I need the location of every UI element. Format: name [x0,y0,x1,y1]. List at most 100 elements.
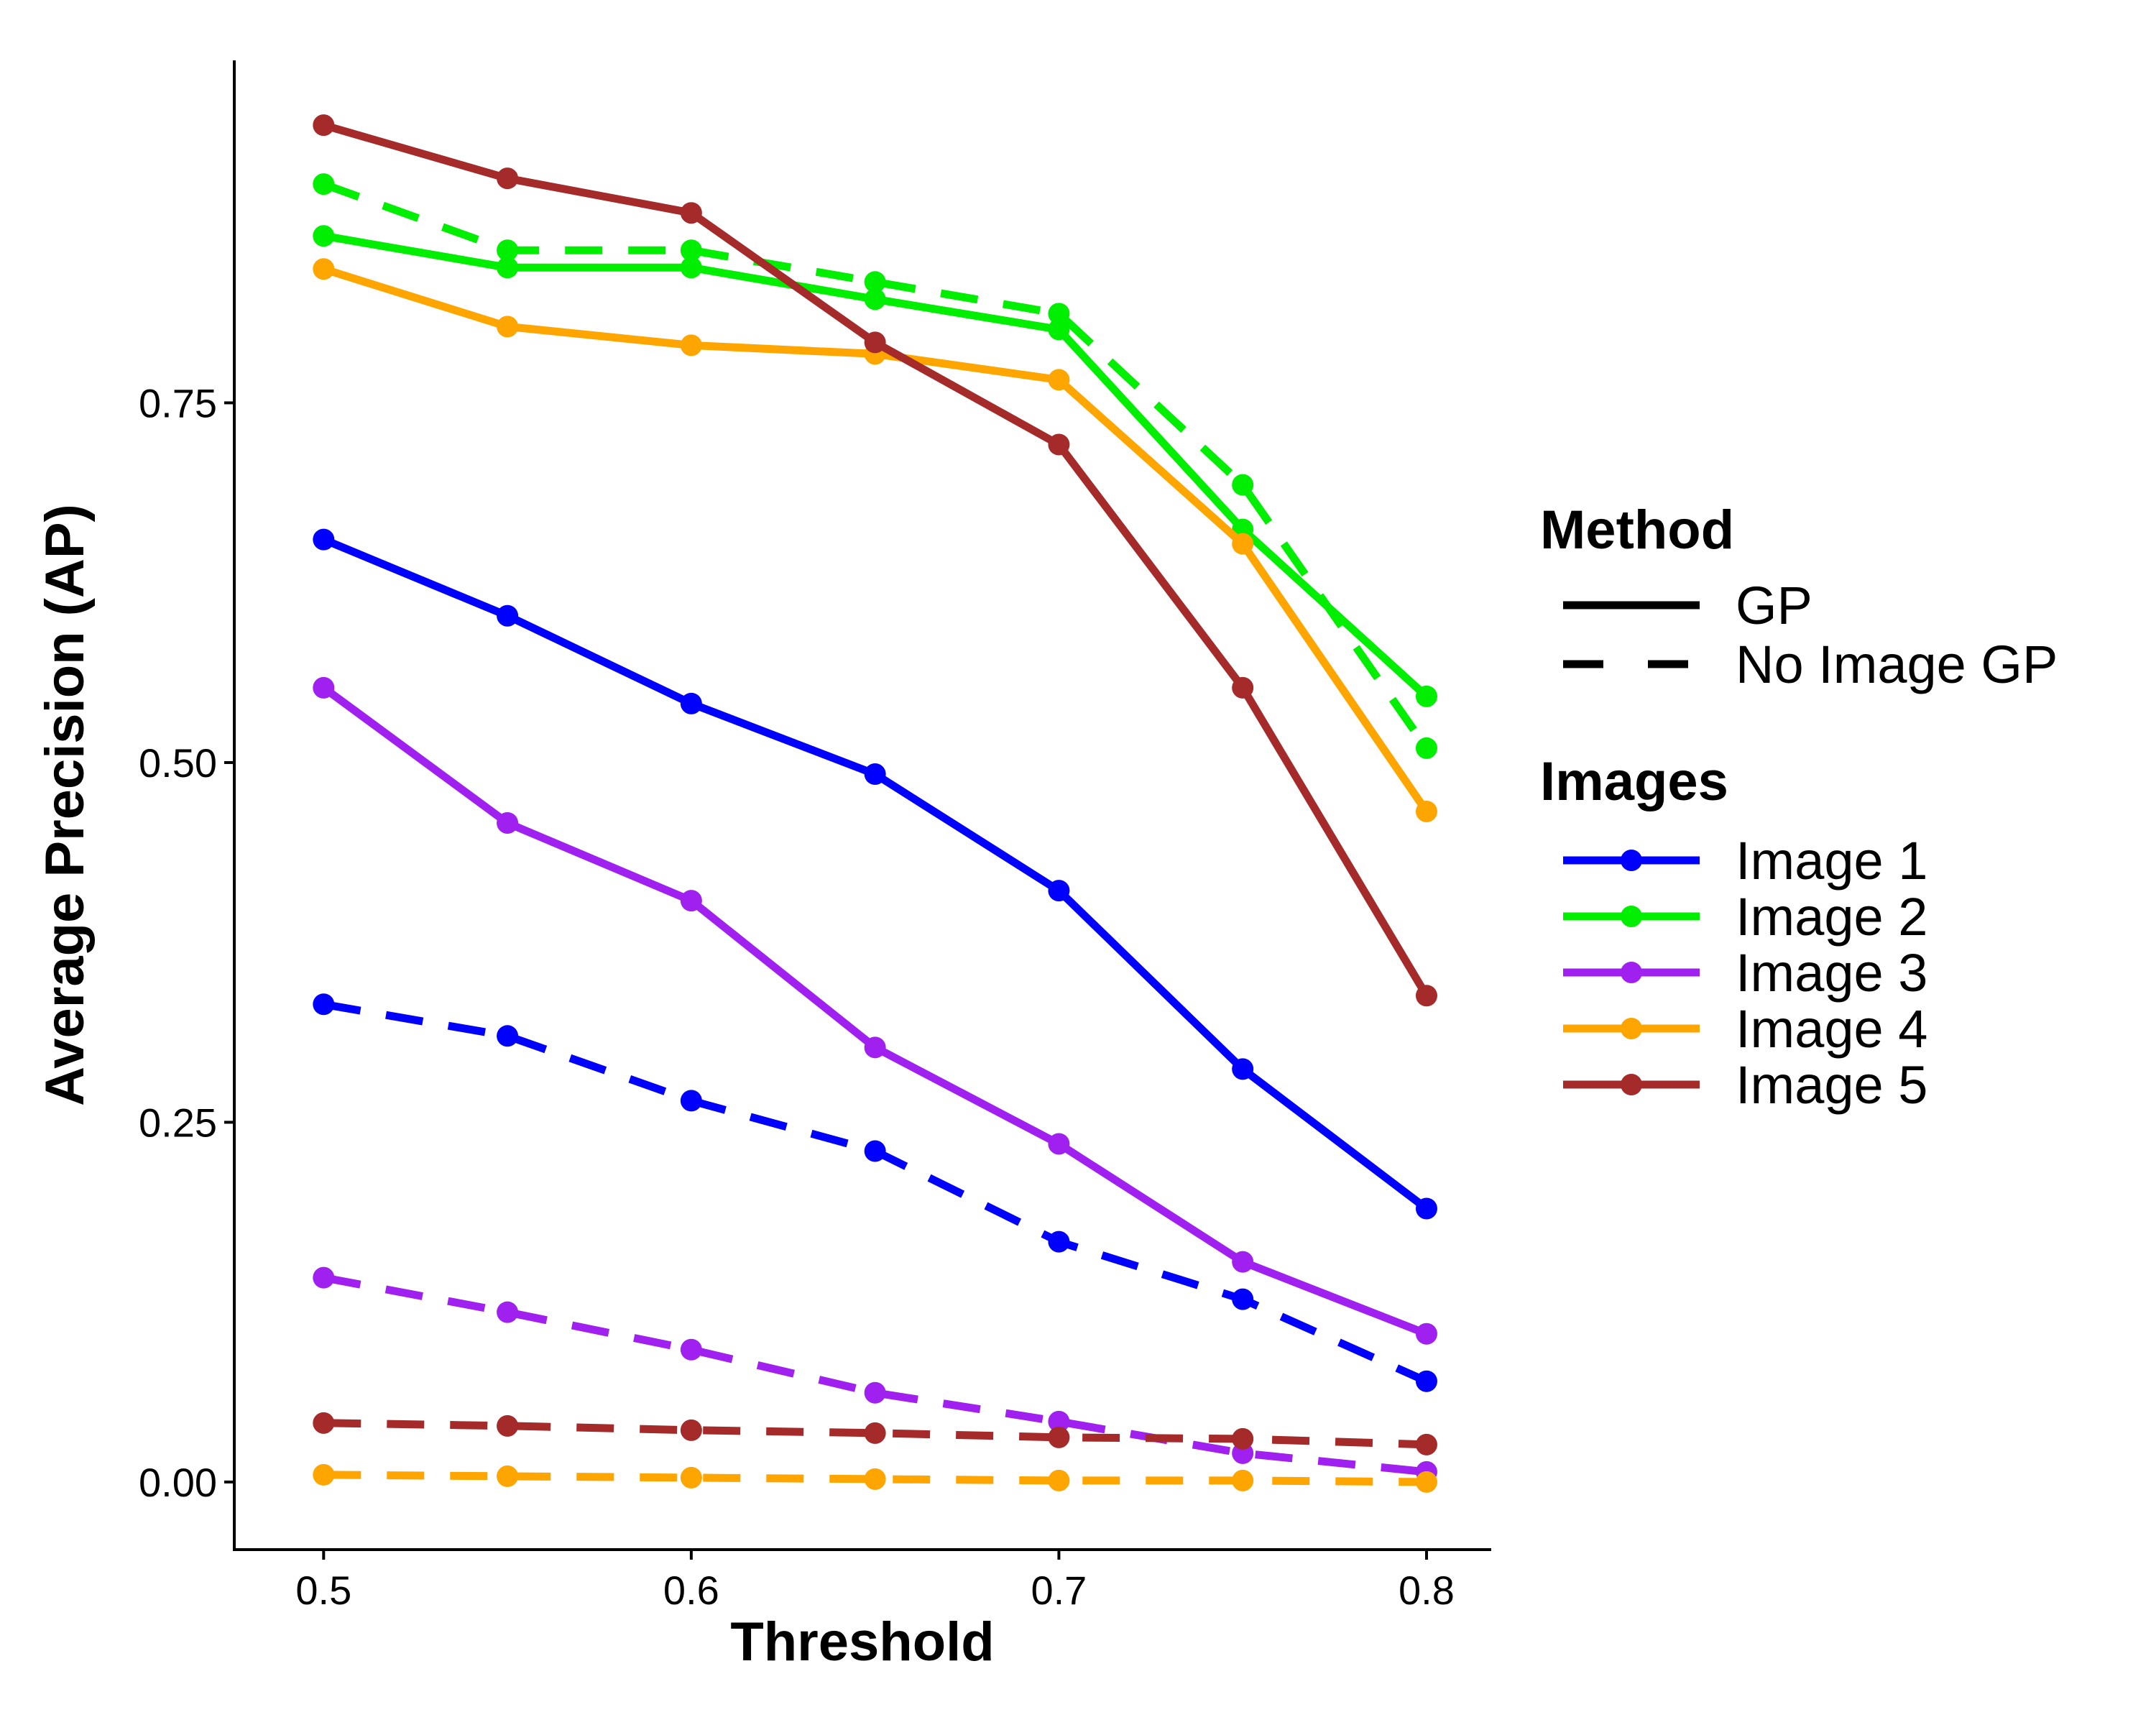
data-point-image-5-gp-0 [313,114,335,137]
data-point-image-5-gp-3 [864,331,886,354]
series-image-5-gp [313,114,1437,1007]
axes-layer [233,60,1491,1551]
data-point-image-1-gp-6 [1415,1197,1437,1220]
y-axis-title: Average Precision (AP) [34,504,96,1106]
data-point-image-4-gp-4 [1048,369,1070,391]
data-point-image-5-no-image-gp-5 [1232,1427,1254,1450]
data-point-image-5-no-image-gp-6 [1415,1433,1437,1455]
legend-images-label-image-5: Image 5 [1736,1055,1927,1115]
data-point-image-4-no-image-gp-1 [497,1465,519,1487]
series-line-image-1-gp [322,535,1429,1212]
series-image-1-gp [313,528,1437,1220]
legend-method-title: Method [1540,500,1734,561]
x-tick-label-0-8: 0.8 [1399,1568,1455,1613]
series-image-5-no-image-gp [313,1412,1437,1455]
data-point-image-4-no-image-gp-4 [1048,1469,1070,1491]
series-line-image-5-gp [322,121,1430,998]
data-point-image-4-no-image-gp-3 [864,1468,886,1490]
data-point-image-4-no-image-gp-2 [680,1466,702,1489]
legend-images-key-point-image-1 [1621,850,1642,871]
data-point-image-1-gp-4 [1048,880,1070,902]
data-point-image-5-gp-4 [1048,433,1070,456]
data-point-image-4-no-image-gp-0 [313,1463,335,1486]
series-image-4-no-image-gp [313,1463,1437,1493]
series-layer [313,114,1437,1493]
legend-images-item-image-3: Image 3 [1563,943,1927,1003]
data-point-image-2-no-image-gp-0 [313,173,335,196]
legend-images-item-image-2: Image 2 [1563,887,1927,947]
data-point-image-1-gp-0 [313,528,335,551]
data-point-image-1-no-image-gp-3 [864,1140,886,1162]
series-image-3-gp [313,676,1437,1345]
y-tick-label-0-00: 0.00 [139,1460,217,1505]
data-point-image-5-gp-5 [1232,676,1254,699]
legend-images-label-image-2: Image 2 [1736,887,1927,947]
x-tick-label-0-5: 0.5 [295,1568,351,1613]
data-point-image-5-no-image-gp-3 [864,1422,886,1444]
data-point-image-3-no-image-gp-2 [680,1338,702,1361]
data-point-image-2-gp-4 [1048,318,1070,341]
legend-images-key-point-image-3 [1621,962,1642,983]
data-point-image-3-gp-3 [864,1036,886,1059]
data-point-image-4-gp-0 [313,258,335,280]
legend-images-label-image-1: Image 1 [1736,831,1927,891]
data-point-image-4-gp-5 [1232,533,1254,555]
x-tick-label-0-7: 0.7 [1031,1568,1087,1613]
data-point-image-5-gp-2 [680,202,702,224]
data-point-image-2-no-image-gp-6 [1415,737,1437,759]
data-point-image-3-gp-2 [680,890,702,912]
data-point-image-1-gp-3 [864,763,886,785]
data-point-image-3-no-image-gp-4 [1048,1410,1070,1432]
data-point-image-2-gp-3 [864,288,886,310]
data-point-image-4-gp-2 [680,334,702,356]
data-point-image-2-no-image-gp-5 [1232,474,1254,496]
data-point-image-4-gp-6 [1415,801,1437,823]
data-point-image-5-no-image-gp-0 [313,1412,335,1434]
data-point-image-1-no-image-gp-6 [1415,1370,1437,1392]
series-image-2-gp [313,225,1437,707]
data-point-image-2-no-image-gp-3 [864,271,886,293]
data-point-image-2-gp-1 [497,257,519,279]
legend-images-key-point-image-2 [1621,906,1642,927]
x-tick-label-0-6: 0.6 [663,1568,719,1613]
legend-images-item-image-5: Image 5 [1563,1055,1927,1115]
data-point-image-1-gp-1 [497,604,519,627]
data-point-image-2-no-image-gp-2 [680,239,702,262]
data-point-image-5-gp-6 [1415,985,1437,1007]
data-point-image-3-gp-1 [497,812,519,834]
legend-images-label-image-4: Image 4 [1736,999,1927,1059]
legend-method-item-no-image-gp: No Image GP [1563,635,2058,694]
legend-images-item-image-1: Image 1 [1563,831,1927,891]
legend-method-label-gp: GP [1736,576,1812,635]
data-point-image-2-no-image-gp-1 [497,239,519,262]
data-point-image-1-gp-2 [680,692,702,714]
data-point-image-5-no-image-gp-2 [680,1419,702,1441]
data-point-image-1-no-image-gp-1 [497,1025,519,1047]
legend-images-item-image-4: Image 4 [1563,999,1927,1059]
y-tick-label-0-75: 0.75 [139,380,217,426]
series-line-image-2-no-image-gp [322,180,1430,751]
data-point-image-2-gp-2 [680,257,702,279]
data-point-image-3-no-image-gp-3 [864,1381,886,1404]
data-point-image-3-no-image-gp-0 [313,1266,335,1289]
y-tick-label-0-50: 0.50 [139,740,217,786]
data-point-image-5-no-image-gp-4 [1048,1426,1070,1448]
series-image-2-no-image-gp [313,173,1437,759]
data-point-image-1-gp-5 [1232,1058,1254,1080]
series-image-1-no-image-gp [313,993,1437,1392]
data-point-image-2-no-image-gp-4 [1048,303,1070,325]
legend-method-item-gp: GP [1563,576,1812,635]
series-line-image-1-no-image-gp [323,1000,1429,1385]
y-tick-label-0-25: 0.25 [139,1100,217,1145]
ticks-layer: 0.5 0.6 0.7 0.8 0.00 0.25 0.50 0.75 [139,380,1455,1613]
data-point-image-3-no-image-gp-1 [497,1301,519,1323]
data-point-image-2-gp-0 [313,225,335,247]
data-point-image-2-gp-6 [1415,685,1437,707]
data-point-image-4-no-image-gp-6 [1415,1471,1437,1493]
legend-images-title: Images [1540,751,1728,812]
data-point-image-3-gp-0 [313,676,335,699]
